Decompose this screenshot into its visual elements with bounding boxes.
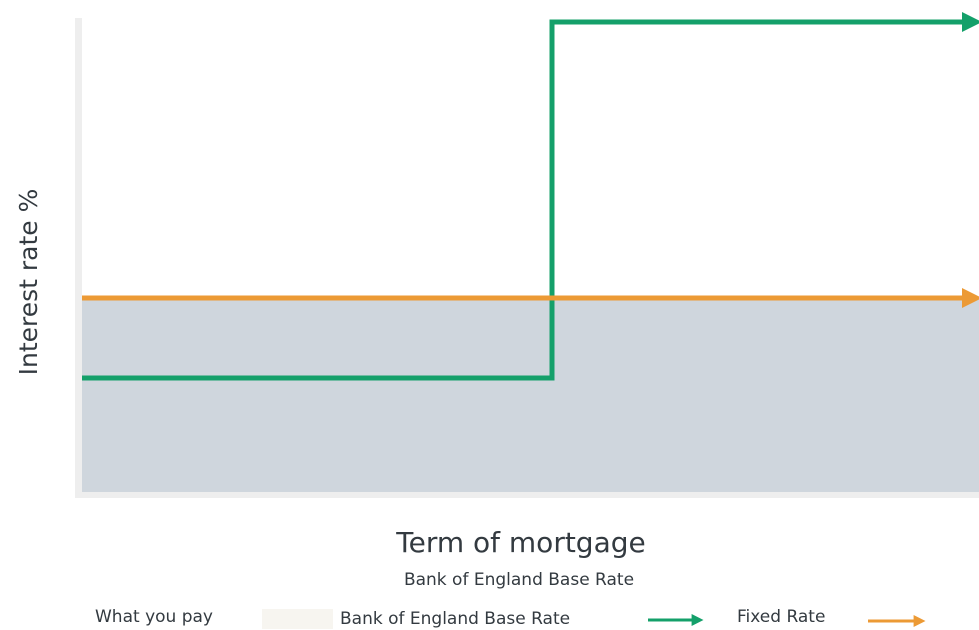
- y-axis-label: Interest rate %: [14, 189, 43, 376]
- x-axis: [75, 492, 979, 498]
- legend-label: What you pay: [95, 607, 213, 627]
- legend-label: Bank of England Base Rate: [340, 609, 570, 629]
- y-axis: [75, 18, 82, 498]
- legend-swatch: [262, 609, 333, 629]
- legend-label: Fixed Rate: [737, 607, 825, 627]
- x-axis-label: Term of mortgage: [395, 526, 645, 559]
- base-rate-line: [82, 12, 979, 381]
- subtitle: Bank of England Base Rate: [404, 570, 634, 590]
- what-you-pay-area: [82, 299, 979, 492]
